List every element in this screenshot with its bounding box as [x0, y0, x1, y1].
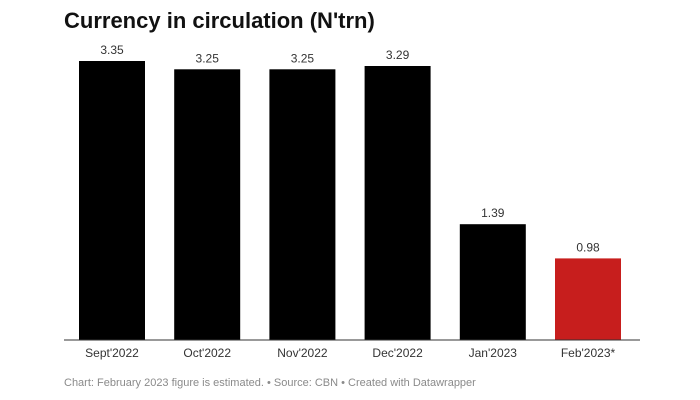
chart-footer-note: Chart: February 2023 figure is estimated…: [64, 377, 476, 389]
bar-value-label-0: 3.35: [100, 43, 124, 57]
bar-2: [269, 69, 336, 341]
x-tick-label-2: Nov'2022: [277, 346, 328, 360]
bar-value-label-3: 3.29: [386, 48, 410, 62]
bar-value-label-5: 0.98: [576, 240, 600, 254]
x-tick-labels-layer: Sept'2022 Oct'2022 Nov'2022 Dec'2022 Jan'202…: [85, 346, 615, 360]
bar-5: [555, 258, 621, 340]
bar-value-label-2: 3.25: [291, 51, 315, 65]
chart-title: Currency in circulation (N'trn): [64, 8, 375, 33]
bar-4: [459, 224, 526, 340]
x-tick-label-4: Jan'2023: [469, 346, 518, 360]
x-tick-label-5: Feb'2023*: [561, 346, 616, 360]
value-labels-layer: 3.35 3.25 3.25 3.29 1.39 0.98: [100, 43, 600, 254]
bar-3: [364, 66, 431, 340]
bar-value-label-1: 3.25: [196, 51, 220, 65]
x-tick-label-0: Sept'2022: [85, 346, 139, 360]
bars-layer: [79, 61, 621, 341]
x-tick-label-1: Oct'2022: [183, 346, 231, 360]
bar-0: [79, 61, 145, 340]
bar-value-label-4: 1.39: [481, 206, 505, 220]
bar-1: [174, 69, 241, 341]
x-tick-label-3: Dec'2022: [372, 346, 423, 360]
